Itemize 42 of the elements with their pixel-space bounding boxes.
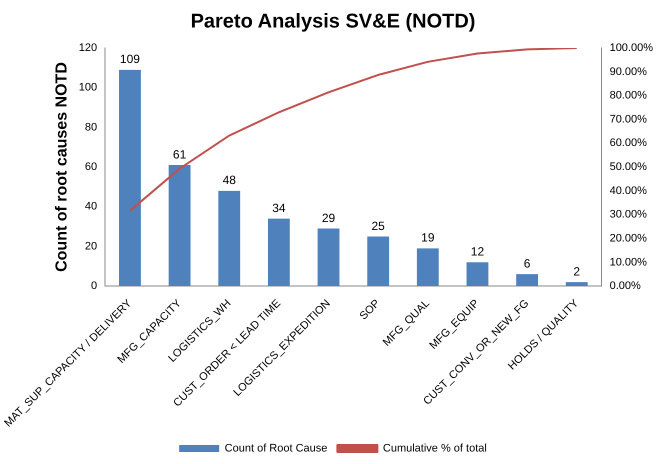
y-tick-label: 20 [84,240,98,252]
y2-tick-label: 40.00% [610,184,648,197]
bar [318,228,340,286]
y-tick-label: 100 [78,82,98,94]
y-tick-label: 120 [78,42,98,54]
data-label: 109 [120,52,140,66]
legend-label: Cumulative % of total [382,442,487,455]
data-label: 19 [421,230,435,245]
legend-label: Count of Root Cause [224,442,328,455]
bar [516,274,538,286]
bar [218,190,240,286]
y-tick-label: 0 [91,280,98,292]
bar [268,218,290,286]
bar [566,282,588,286]
y2-tick-label: 10.00% [610,256,648,268]
y2-tick-label: 60.00% [610,137,648,150]
bar [466,262,488,286]
data-label: 2 [573,264,580,278]
y-axis-title: Count of root causes NOTD [54,62,71,272]
y2-tick-label: 90.00% [610,66,648,78]
data-label: 12 [470,244,484,259]
y2-tick-label: 20.00% [610,232,648,244]
y2-tick-label: 0.00% [610,280,641,292]
bar [367,236,390,286]
y-tick-label: 60 [84,161,98,174]
y2-tick-label: 50.00% [610,161,648,174]
y-tick-label: 80 [84,121,98,134]
y2-tick-label: 30.00% [610,208,648,221]
y2-tick-label: 70.00% [610,113,648,126]
data-label: 29 [322,210,336,225]
data-label: 48 [222,173,236,188]
data-label: 25 [371,218,386,233]
chart-title: Pareto Analysis SV&E (NOTD) [190,10,476,33]
bar [119,70,141,286]
data-label: 34 [272,200,286,215]
data-label: 61 [172,147,187,162]
y2-tick-label: 100.00% [610,42,654,54]
y2-tick-label: 80.00% [610,90,648,102]
y-tick-label: 40 [84,200,98,213]
data-label: 6 [524,256,531,270]
bar [416,248,439,286]
bar [168,165,191,286]
